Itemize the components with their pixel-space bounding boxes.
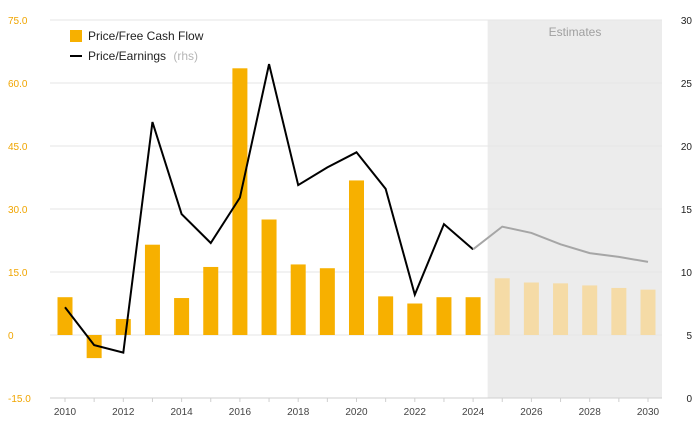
bar-pfcf	[203, 266, 219, 335]
bar-pfcf	[174, 298, 190, 335]
y-right-tick-label: 20	[681, 142, 693, 153]
y-right-tick-label: 15	[681, 205, 693, 216]
legend-label-pe-group: Price/Earnings (rhs)	[88, 49, 198, 63]
x-tick-label: 2022	[404, 407, 427, 418]
bar-pfcf	[349, 180, 364, 335]
y-right-tick-label: 10	[681, 268, 693, 279]
bar-pfcf	[494, 278, 510, 335]
estimates-label: Estimates	[549, 25, 602, 39]
y-left-tick-label: 75.0	[8, 16, 28, 27]
legend-swatch-pfcf	[70, 30, 82, 42]
axes: -15.0 0 15.0 30.0 45.0 60.0 75.0 0 5 10 15 20 25 30 20…	[8, 16, 692, 418]
y-left-tick-label: 45.0	[8, 142, 28, 153]
bar-pfcf	[582, 285, 598, 335]
bar-pfcf	[115, 319, 131, 335]
x-tick-label: 2026	[520, 407, 543, 418]
legend-label-pe-suffix: (rhs)	[173, 49, 198, 63]
y-right-tick-label: 5	[686, 331, 692, 342]
y-left-tick-label: 15.0	[8, 268, 28, 279]
y-left-tick-label: -15.0	[8, 394, 31, 405]
bar-pfcf	[57, 297, 73, 335]
x-tick-label: 2020	[345, 407, 368, 418]
x-tick-label: 2024	[462, 407, 485, 418]
bar-pfcf	[553, 283, 569, 335]
pe-line-estimate	[472, 225, 649, 263]
legend-label-pfcf: Price/Free Cash Flow	[88, 29, 204, 43]
y-left-tick-label: 30.0	[8, 205, 28, 216]
bars	[57, 68, 656, 359]
legend: Price/Free Cash Flow Price/Earnings (rhs…	[70, 29, 204, 63]
bar-pfcf	[378, 296, 394, 335]
x-tick-label: 2010	[54, 407, 77, 418]
x-tick-label: 2014	[170, 407, 193, 418]
x-tick-label: 2012	[112, 407, 135, 418]
pe-line	[64, 63, 649, 354]
legend-label-pe: Price/Earnings	[88, 49, 166, 63]
y-right-tick-label: 25	[681, 79, 693, 90]
x-tick-label: 2018	[287, 407, 310, 418]
x-tick-label: 2028	[579, 407, 602, 418]
y-right-tick-label: 30	[681, 16, 693, 27]
bar-pfcf	[465, 297, 481, 335]
bar-pfcf	[640, 289, 656, 335]
x-tick-label: 2016	[229, 407, 252, 418]
y-left-tick-label: 0	[8, 331, 14, 342]
bar-pfcf	[407, 303, 423, 335]
y-left-tick-label: 60.0	[8, 79, 28, 90]
bar-pfcf	[611, 287, 627, 335]
bar-pfcf	[523, 282, 539, 335]
bar-pfcf	[290, 264, 306, 335]
x-tick-label: 2030	[637, 407, 660, 418]
bar-pfcf	[319, 268, 335, 335]
y-right-tick-label: 0	[686, 394, 692, 405]
bar-pfcf	[232, 68, 248, 336]
bar-pfcf	[261, 219, 277, 335]
bar-pfcf	[436, 297, 452, 335]
bar-pfcf	[144, 244, 160, 335]
pe-line-actual	[64, 63, 474, 354]
